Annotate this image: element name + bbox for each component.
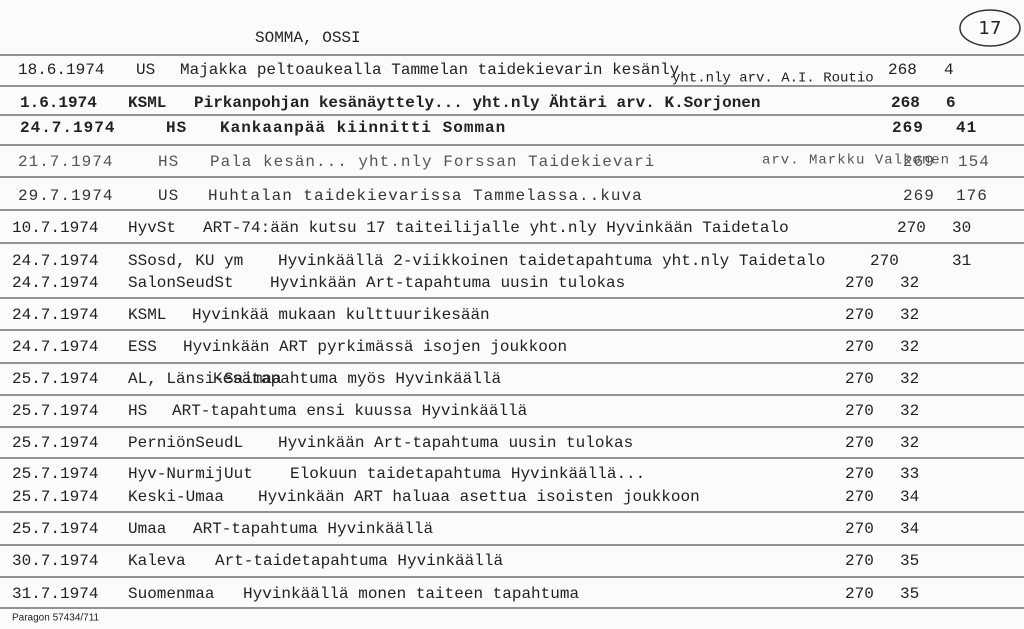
entry-note: arv. Markku Valkonen xyxy=(762,153,950,169)
entry-title: Kesätapahtuma myös Hyvinkäällä xyxy=(213,370,501,388)
entry-page: 154 xyxy=(958,153,990,171)
entry-source: ESS xyxy=(128,338,157,356)
entry-volume: 269 xyxy=(903,187,935,205)
entry-source: AL, Länsi-Saimaa xyxy=(128,370,282,388)
entry-volume: 270 xyxy=(845,370,874,388)
entry-volume: 270 xyxy=(845,552,874,570)
entry-source: Kaleva xyxy=(128,552,186,570)
entry-note: yht.nly arv. A.I. Routio xyxy=(672,71,874,87)
entry-date: 24.7.1974 xyxy=(12,338,98,356)
entry-date: 21.7.1974 xyxy=(18,153,113,171)
entry-source: KSML xyxy=(128,306,166,324)
entry-date: 24.7.1974 xyxy=(12,252,98,270)
footer-print: Paragon 57434/711 xyxy=(12,613,100,624)
entry-page: 32 xyxy=(900,306,919,324)
entry-volume: 270 xyxy=(845,434,874,452)
entry-date: 29.7.1974 xyxy=(18,187,113,205)
entry-volume: 270 xyxy=(870,252,899,270)
entry-page: 35 xyxy=(900,552,919,570)
entry-title: Hyvinkään Art-tapahtuma uusin tulokas xyxy=(270,274,625,292)
entry-title: Hyvinkää mukaan kulttuurikesään xyxy=(192,306,490,324)
entry-title: Hyvinkään ART haluaa asettua isoisten jo… xyxy=(258,488,700,506)
card-name: SOMMA, OSSI xyxy=(255,29,361,47)
entry-volume: 270 xyxy=(845,402,874,420)
entry-title: Kankaanpää kiinnitti Somman xyxy=(220,119,506,137)
entry-date: 10.7.1974 xyxy=(12,219,98,237)
entry-title: Majakka peltoaukealla Tammelan taidekiev… xyxy=(180,61,680,79)
entry-volume: 268 xyxy=(891,94,920,112)
entry-title: ART-tapahtuma Hyvinkäällä xyxy=(193,520,433,538)
entry-page: 33 xyxy=(900,465,919,483)
entry-volume: 270 xyxy=(897,219,926,237)
entry-title: Hyvinkään ART pyrkimässä isojen joukkoon xyxy=(183,338,567,356)
entry-source: SalonSeudSt xyxy=(128,274,234,292)
entry-volume: 270 xyxy=(845,274,874,292)
entry-title: Art-taidetapahtuma Hyvinkäällä xyxy=(215,552,503,570)
entry-title: Hyvinkään Art-tapahtuma uusin tulokas xyxy=(278,434,633,452)
card-number: 17 xyxy=(979,18,1002,39)
entry-volume: 270 xyxy=(845,465,874,483)
entry-title: Elokuun taidetapahtuma Hyvinkäällä... xyxy=(290,465,645,483)
entry-date: 24.7.1974 xyxy=(20,119,115,137)
entry-page: 32 xyxy=(900,402,919,420)
entry-volume: 270 xyxy=(845,585,874,603)
entry-title: Hyvinkäällä 2-viikkoinen taidetapahtuma … xyxy=(278,252,825,270)
entry-date: 24.7.1974 xyxy=(12,274,98,292)
entry-source: US xyxy=(136,61,155,79)
entry-page: 41 xyxy=(956,119,977,137)
entry-page: 35 xyxy=(900,585,919,603)
entry-volume: 270 xyxy=(845,488,874,506)
entry-title: Pala kesän... yht.nly Forssan Taidekieva… xyxy=(210,153,655,171)
entry-date: 18.6.1974 xyxy=(18,61,104,79)
entry-title: Huhtalan taidekievarissa Tammelassa..kuv… xyxy=(208,187,643,205)
entry-date: 25.7.1974 xyxy=(12,434,98,452)
entry-date: 25.7.1974 xyxy=(12,520,98,538)
entry-page: 6 xyxy=(946,94,956,112)
entry-date: 25.7.1974 xyxy=(12,402,98,420)
entry-volume: 270 xyxy=(845,306,874,324)
entry-source: SSosd, KU ym xyxy=(128,252,243,270)
entry-page: 4 xyxy=(944,61,954,79)
entry-volume: 270 xyxy=(845,338,874,356)
entry-source: US xyxy=(158,187,179,205)
entry-page: 31 xyxy=(952,252,971,270)
entry-source: Keski-Umaa xyxy=(128,488,224,506)
entry-volume: 269 xyxy=(892,119,924,137)
entry-date: 1.6.1974 xyxy=(20,94,97,112)
entry-source: PerniönSeudL xyxy=(128,434,243,452)
entry-date: 31.7.1974 xyxy=(12,585,98,603)
entry-volume: 269 xyxy=(903,153,935,171)
entry-date: 30.7.1974 xyxy=(12,552,98,570)
entry-page: 32 xyxy=(900,274,919,292)
entry-source: HS xyxy=(166,119,187,137)
entry-volume: 268 xyxy=(888,61,917,79)
entry-title: ART-tapahtuma ensi kuussa Hyvinkäällä xyxy=(172,402,528,420)
entry-source: KSML xyxy=(128,94,166,112)
entry-title: Pirkanpohjan kesänäyttely... yht.nly Äht… xyxy=(194,93,761,112)
entry-volume: 270 xyxy=(845,520,874,538)
entry-source: Suomenmaa xyxy=(128,585,215,603)
entry-page: 30 xyxy=(952,219,971,237)
entry-source: Umaa xyxy=(128,520,167,538)
entry-title: ART-74:ään kutsu 17 taiteilijalle yht.nl… xyxy=(203,219,789,237)
card-number-circle xyxy=(959,9,1021,47)
entry-date: 25.7.1974 xyxy=(12,465,98,483)
entry-source: HS xyxy=(158,153,179,171)
entry-page: 34 xyxy=(900,488,919,506)
entry-source: Hyv-NurmijUut xyxy=(128,465,253,483)
entry-date: 25.7.1974 xyxy=(12,488,98,506)
entry-source: HS xyxy=(128,402,147,420)
entry-page: 34 xyxy=(900,520,919,538)
entry-page: 176 xyxy=(956,187,988,205)
entry-date: 24.7.1974 xyxy=(12,306,98,324)
entry-source: HyvSt xyxy=(128,219,176,237)
entry-page: 32 xyxy=(900,370,919,388)
entry-title: Hyvinkäällä monen taiteen tapahtuma xyxy=(243,585,579,603)
entry-page: 32 xyxy=(900,338,919,356)
entry-date: 25.7.1974 xyxy=(12,370,98,388)
entry-page: 32 xyxy=(900,434,919,452)
